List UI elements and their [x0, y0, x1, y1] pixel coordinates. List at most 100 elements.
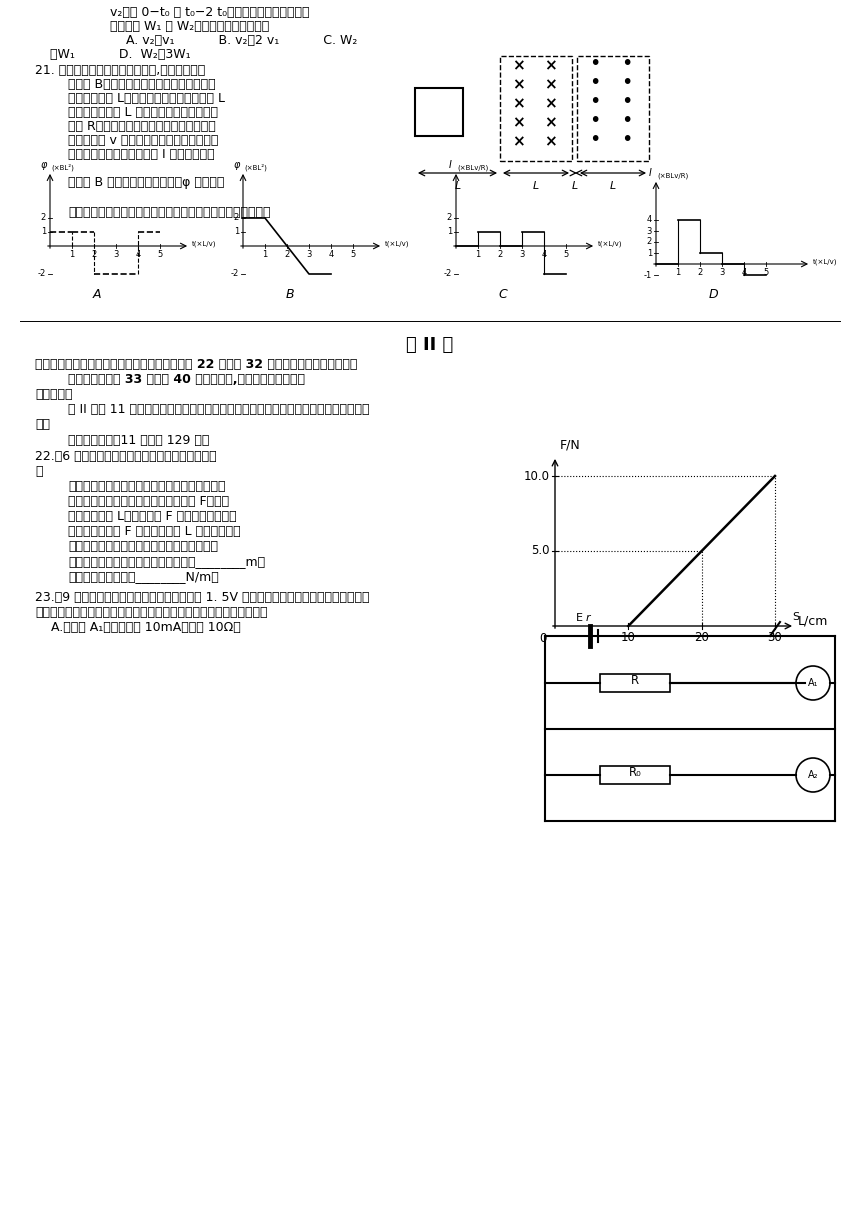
Text: 功分别是 W₁ 和 W₂，则下列关系正确的是: 功分别是 W₁ 和 W₂，则下列关系正确的是 — [110, 19, 269, 33]
Text: 0: 0 — [539, 632, 547, 644]
Text: ×: × — [544, 116, 556, 130]
Text: •: • — [621, 92, 633, 111]
Text: t(×L/v): t(×L/v) — [385, 241, 409, 247]
Text: 10: 10 — [621, 631, 636, 644]
Text: 三、非选择题：包括必考题和选考题两部分。第 22 题～第 32 题为必考题，每个试题考生: 三、非选择题：包括必考题和选考题两部分。第 22 题～第 32 题为必考题，每个… — [35, 358, 358, 371]
Text: ＝W₁           D.  W₂＝3W₁: ＝W₁ D. W₂＝3W₁ — [50, 47, 191, 61]
Text: ×: × — [512, 96, 525, 111]
Text: （一）必考题（11 题，共 129 分）: （一）必考题（11 题，共 129 分） — [68, 434, 209, 447]
Text: -1: -1 — [644, 270, 652, 280]
Text: 5: 5 — [350, 250, 356, 259]
Text: ×: × — [512, 77, 525, 92]
Text: 1: 1 — [476, 250, 481, 259]
Text: 的）。由图可知，该弹簧的自然长度为________m；: 的）。由图可知，该弹簧的自然长度为________m； — [68, 554, 265, 568]
Text: 系: 系 — [35, 465, 42, 478]
Text: ×: × — [544, 77, 556, 92]
Text: R₀: R₀ — [629, 766, 642, 778]
Text: 2: 2 — [285, 250, 290, 259]
Text: 2: 2 — [40, 214, 46, 223]
Text: 弹簧的总长度 L，改变外力 F 的大小，测出几组: 弹簧的总长度 L，改变外力 F 的大小，测出几组 — [68, 510, 236, 523]
Text: ×: × — [544, 134, 556, 150]
Text: 4: 4 — [329, 250, 334, 259]
Text: 注意事项：: 注意事项： — [35, 388, 72, 401]
Text: 2: 2 — [647, 237, 652, 247]
Text: 阻为 R，且线框平面与磁场方向垂直。现使: 阻为 R，且线框平面与磁场方向垂直。现使 — [68, 120, 216, 133]
Text: 3: 3 — [519, 250, 525, 259]
Text: •: • — [589, 54, 600, 73]
Text: 1: 1 — [675, 268, 680, 277]
Text: (×BL²): (×BL²) — [244, 163, 267, 171]
Text: 磁场宽度均为 L。在磁场区域的左侧相距为 L: 磁场宽度均为 L。在磁场区域的左侧相距为 L — [68, 92, 225, 105]
Text: ×: × — [512, 58, 525, 73]
Text: ×: × — [544, 58, 556, 73]
Text: A. v₂＝v₁           B. v₂＝2 v₁           C. W₂: A. v₂＝v₁ B. v₂＝2 v₁ C. W₂ — [110, 34, 358, 47]
Text: 21. 如图所示，两个有界均强磁场,磁感应强度大: 21. 如图所示，两个有界均强磁场,磁感应强度大 — [35, 64, 206, 77]
Text: •: • — [621, 54, 633, 73]
Text: 5: 5 — [764, 268, 769, 277]
Text: L: L — [533, 181, 539, 191]
Text: v₂：在 0−t₀ 和 t₀−2 t₀时间内，外力对物体做的: v₂：在 0−t₀ 和 t₀−2 t₀时间内，外力对物体做的 — [110, 6, 310, 19]
Text: •: • — [589, 73, 600, 92]
Text: (×BLv/R): (×BLv/R) — [657, 173, 688, 179]
Text: t(×L/v): t(×L/v) — [598, 241, 623, 247]
Text: 3: 3 — [306, 250, 311, 259]
Text: φ: φ — [234, 161, 240, 170]
Text: (×BL²): (×BL²) — [51, 163, 74, 171]
Text: 1: 1 — [446, 227, 452, 236]
Text: •: • — [589, 130, 600, 150]
Text: t(×L/v): t(×L/v) — [192, 241, 217, 247]
Text: 4: 4 — [542, 250, 547, 259]
Text: A.电流表 A₁（满偏电流 10mA，内阻 10Ω）: A.电流表 A₁（满偏电流 10mA，内阻 10Ω） — [35, 621, 241, 634]
Text: 1: 1 — [40, 227, 46, 236]
Bar — [415, 88, 463, 136]
Text: 20: 20 — [694, 631, 710, 644]
Text: R: R — [631, 674, 639, 687]
Text: D: D — [708, 288, 718, 302]
Text: 3: 3 — [114, 250, 119, 259]
Text: A: A — [93, 288, 101, 302]
Text: •: • — [621, 130, 633, 150]
Text: -2: -2 — [444, 270, 452, 278]
Text: 5: 5 — [563, 250, 568, 259]
Text: C: C — [499, 288, 507, 302]
Text: 图所示（实验过程是在弹簧的弹性限度内进行: 图所示（实验过程是在弹簧的弹性限度内进行 — [68, 540, 218, 553]
Text: •: • — [621, 73, 633, 92]
Text: 2: 2 — [497, 250, 502, 259]
Text: ×: × — [512, 134, 525, 150]
Text: E: E — [576, 613, 583, 623]
Text: •: • — [589, 111, 600, 130]
Text: 1: 1 — [647, 248, 652, 258]
Text: 22.（6 分）某同学在做研究弹簧的形变与外力的关: 22.（6 分）某同学在做研究弹簧的形变与外力的关 — [35, 450, 217, 463]
Text: 2: 2 — [697, 268, 703, 277]
Text: 1: 1 — [234, 227, 239, 236]
Text: 4: 4 — [647, 215, 652, 225]
Text: t(×L/v): t(×L/v) — [813, 259, 838, 265]
Bar — [577, 56, 649, 161]
Text: •: • — [589, 92, 600, 111]
Text: 10.0: 10.0 — [524, 469, 550, 483]
Text: L: L — [610, 181, 616, 191]
Text: 处，有一边长为 L 的正方形导体线框，总电: 处，有一边长为 L 的正方形导体线框，总电 — [68, 106, 218, 119]
Text: 2: 2 — [446, 214, 452, 223]
Text: 线框以速度 v 匀速穿过磁场区域，若以初始: 线框以速度 v 匀速穿过磁场区域，若以初始 — [68, 134, 218, 147]
Text: L: L — [454, 181, 461, 191]
Text: 为正， B 垂直纸面向里时磁通量φ 为正。则: 为正， B 垂直纸面向里时磁通量φ 为正。则 — [68, 176, 224, 188]
Text: 第 II 卷: 第 II 卷 — [407, 336, 453, 354]
Text: L/cm: L/cm — [798, 614, 828, 627]
Text: 5.0: 5.0 — [531, 545, 550, 557]
Text: 2: 2 — [91, 250, 96, 259]
Text: 2: 2 — [234, 214, 239, 223]
Text: 第 II 卷八 11 页．须用黑色墨水签字笔在答题卡上书写作答。在试题卷上作答。答案无: 第 II 卷八 11 页．须用黑色墨水签字笔在答题卡上书写作答。在试题卷上作答。… — [68, 402, 370, 416]
Text: 3: 3 — [719, 268, 725, 277]
Text: φ: φ — [40, 161, 47, 170]
Text: I: I — [648, 168, 651, 178]
Text: 下列关于线框中的磁通量、感应电流的四个图象描述正确的是: 下列关于线框中的磁通量、感应电流的四个图象描述正确的是 — [68, 206, 271, 219]
Text: (×BLv/R): (×BLv/R) — [457, 164, 488, 171]
Text: F/N: F/N — [560, 439, 580, 452]
Text: -2: -2 — [38, 270, 46, 278]
Text: ×: × — [544, 96, 556, 111]
Text: A₁: A₁ — [808, 679, 818, 688]
Text: ×: × — [512, 116, 525, 130]
Text: 小均为 B，方向分别垂直纸面向里和向外，: 小均为 B，方向分别垂直纸面向里和向外， — [68, 78, 216, 91]
Text: 23.（9 分）多用电表中的电池，里面除了一节 1. 5V 的干电池外，还有一个方形的电池（层: 23.（9 分）多用电表中的电池，里面除了一节 1. 5V 的干电池外，还有一个… — [35, 591, 370, 604]
